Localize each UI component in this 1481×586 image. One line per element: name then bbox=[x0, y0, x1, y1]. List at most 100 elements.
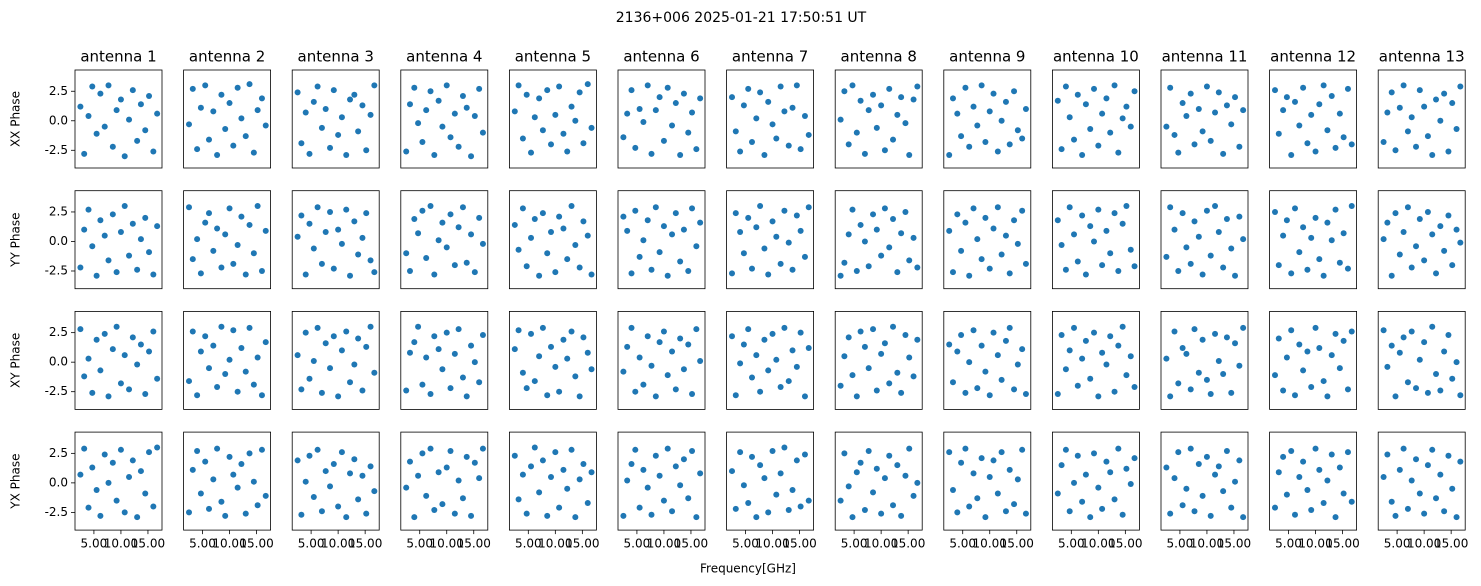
point bbox=[849, 82, 856, 89]
axes-frame bbox=[943, 310, 1032, 410]
point bbox=[777, 260, 784, 267]
axes-frame bbox=[1160, 310, 1249, 410]
point bbox=[137, 236, 144, 243]
point bbox=[685, 267, 692, 274]
point bbox=[310, 494, 317, 501]
axes-frame bbox=[1160, 190, 1249, 290]
point bbox=[861, 238, 868, 245]
point bbox=[539, 324, 546, 331]
point bbox=[1127, 123, 1134, 130]
point bbox=[262, 227, 269, 234]
point bbox=[584, 81, 591, 88]
point bbox=[218, 264, 225, 271]
subplot bbox=[617, 310, 706, 410]
point bbox=[536, 95, 543, 102]
point bbox=[861, 343, 868, 350]
point bbox=[471, 459, 478, 466]
y-tick-label: 2.5 bbox=[49, 446, 68, 460]
point bbox=[664, 84, 671, 91]
point bbox=[523, 385, 530, 392]
point bbox=[878, 252, 885, 259]
point bbox=[1348, 141, 1355, 148]
point bbox=[789, 347, 796, 354]
point bbox=[1453, 359, 1460, 366]
point bbox=[1348, 328, 1355, 335]
point bbox=[1095, 206, 1102, 213]
point bbox=[1220, 264, 1227, 271]
point bbox=[1433, 270, 1440, 277]
point bbox=[841, 259, 848, 266]
point bbox=[745, 214, 752, 221]
point bbox=[769, 218, 776, 225]
point bbox=[1416, 356, 1423, 363]
point bbox=[1163, 464, 1170, 471]
point bbox=[910, 373, 917, 380]
x-tick-label: 10.00 bbox=[973, 537, 1007, 551]
point bbox=[403, 387, 410, 394]
x-tick-label: 5.00 bbox=[841, 537, 868, 551]
point bbox=[463, 104, 470, 111]
point bbox=[330, 265, 337, 272]
axes-frame bbox=[1269, 69, 1357, 169]
point bbox=[186, 509, 193, 516]
point bbox=[1167, 393, 1174, 400]
point bbox=[126, 386, 133, 393]
point bbox=[415, 472, 422, 479]
point bbox=[652, 452, 659, 459]
point bbox=[894, 111, 901, 118]
point bbox=[837, 116, 844, 123]
point bbox=[636, 504, 643, 511]
point bbox=[564, 485, 571, 492]
point bbox=[1272, 208, 1279, 215]
x-tick-label: 15.00 bbox=[1325, 537, 1359, 551]
point bbox=[797, 329, 804, 336]
point bbox=[1340, 490, 1347, 497]
point bbox=[1388, 89, 1395, 96]
point bbox=[584, 232, 591, 239]
point bbox=[548, 229, 555, 236]
subplot: antenna 13 bbox=[1377, 48, 1466, 169]
point bbox=[403, 250, 410, 257]
point bbox=[1308, 111, 1315, 118]
point bbox=[1199, 271, 1206, 278]
point bbox=[785, 378, 792, 385]
point bbox=[298, 212, 305, 219]
point bbox=[1240, 324, 1247, 331]
point bbox=[556, 213, 563, 220]
point bbox=[1203, 207, 1210, 214]
point bbox=[894, 369, 901, 376]
point bbox=[697, 95, 704, 102]
axes-frame bbox=[400, 310, 489, 410]
point bbox=[242, 133, 249, 140]
point bbox=[519, 205, 526, 212]
point bbox=[781, 108, 788, 115]
point bbox=[620, 134, 627, 141]
point bbox=[857, 97, 864, 104]
point bbox=[1212, 203, 1219, 210]
point bbox=[881, 147, 888, 154]
point bbox=[906, 152, 913, 159]
point bbox=[1131, 263, 1138, 270]
point bbox=[335, 226, 342, 233]
point bbox=[745, 326, 752, 333]
point bbox=[250, 149, 257, 156]
point bbox=[857, 459, 864, 466]
point bbox=[343, 514, 350, 521]
axes-frame bbox=[291, 431, 380, 531]
point bbox=[1408, 328, 1415, 335]
point bbox=[672, 210, 679, 217]
point bbox=[1099, 262, 1106, 269]
point bbox=[757, 388, 764, 395]
point bbox=[1115, 149, 1122, 156]
point bbox=[801, 393, 808, 400]
point bbox=[515, 327, 522, 334]
point bbox=[1308, 507, 1315, 514]
point bbox=[121, 352, 128, 359]
point bbox=[1191, 508, 1198, 515]
point bbox=[906, 354, 913, 361]
point bbox=[403, 484, 410, 491]
point bbox=[536, 353, 543, 360]
point bbox=[636, 253, 643, 260]
point bbox=[154, 375, 161, 382]
